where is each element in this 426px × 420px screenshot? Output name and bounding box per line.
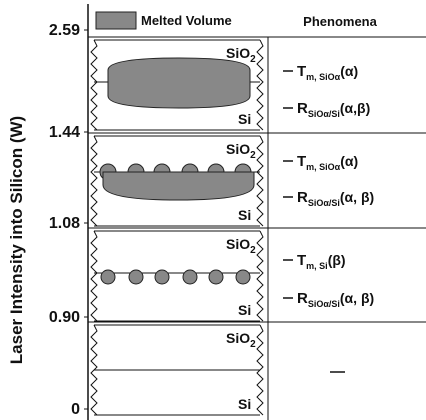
phenomenon-symbol: T xyxy=(297,153,306,170)
phenomenon-arg: (α) xyxy=(340,63,358,79)
legend-label: Melted Volume xyxy=(141,13,232,28)
phenomenon: RSiOα/Si(α, β) xyxy=(297,189,374,208)
layer-label-base: SiO xyxy=(226,141,250,157)
phenomenon: Tm, SiOα(α) xyxy=(297,153,358,172)
layer-label: SiO2 xyxy=(226,45,256,65)
melted-volume xyxy=(107,57,251,109)
phenomenon: RSiOα/Si(α,β) xyxy=(297,100,370,119)
phenomenon-sub: SiOα/Si xyxy=(308,299,340,309)
panel-edge xyxy=(256,230,264,322)
tick-label: 1.44 xyxy=(49,124,80,141)
phenomenon-arg: (β) xyxy=(328,252,346,268)
layer-label-sub: 2 xyxy=(250,339,256,350)
melted-volume xyxy=(235,269,251,285)
legend-swatch xyxy=(95,11,137,30)
layer-label: Si xyxy=(238,207,251,223)
panel-edge xyxy=(256,39,264,131)
melted-volume xyxy=(154,269,170,285)
layer-label-sub: 2 xyxy=(250,150,256,161)
phenomenon-symbol: R xyxy=(297,100,308,117)
layer-label: Si xyxy=(238,396,251,412)
layer-label: Si xyxy=(238,111,251,127)
layer-label-base: SiO xyxy=(226,330,250,346)
phenomenon-sub: SiOα/Si xyxy=(308,198,340,208)
tick-label: 0 xyxy=(71,401,80,418)
phenomenon-sub: m, Si xyxy=(306,261,328,271)
melted-volume xyxy=(128,269,144,285)
phenomenon: RSiOα/Si(α, β) xyxy=(297,290,374,309)
phenomenon-sub: m, SiOα xyxy=(306,162,341,172)
layer-label-sub: 2 xyxy=(250,54,256,65)
column-header: Phenomena xyxy=(303,14,377,29)
phenomenon-sub: SiOα/Si xyxy=(308,109,340,119)
phenomenon: Tm, SiOα(α) xyxy=(297,63,358,82)
layer-label: SiO2 xyxy=(226,330,256,350)
phenomenon-symbol: R xyxy=(297,290,308,307)
phenomenon-arg: (α) xyxy=(340,153,358,169)
melted-volume xyxy=(102,171,255,201)
axis-label: Laser Intensity into Silicon (W) xyxy=(7,116,26,364)
phenomenon-arg: (α, β) xyxy=(340,189,374,205)
melted-volume xyxy=(100,269,116,285)
layer-label-base: SiO xyxy=(226,236,250,252)
phenomenon-sub: m, SiOα xyxy=(306,72,341,82)
phenomenon-arg: (α, β) xyxy=(340,290,374,306)
panel-edge xyxy=(90,230,98,322)
melted-volume xyxy=(182,269,198,285)
panel-edge xyxy=(90,135,98,227)
tick-label: 1.08 xyxy=(49,215,80,232)
layer-label-sub: 2 xyxy=(250,245,256,256)
tick-label: 0.90 xyxy=(49,309,80,326)
panel-edge xyxy=(256,135,264,227)
phenomenon-symbol: T xyxy=(297,252,306,269)
phenomenon-symbol: R xyxy=(297,189,308,206)
layer-label: SiO2 xyxy=(226,236,256,256)
phenomenon-symbol: T xyxy=(297,63,306,80)
tick-label: 2.59 xyxy=(49,22,80,39)
phenomenon-arg: (α,β) xyxy=(340,100,370,116)
layer-label: SiO2 xyxy=(226,141,256,161)
phenomenon: Tm, Si(β) xyxy=(297,252,346,271)
melted-volume xyxy=(208,269,224,285)
layer-label-base: SiO xyxy=(226,45,250,61)
layer-label: Si xyxy=(238,302,251,318)
panel-edge xyxy=(90,39,98,131)
